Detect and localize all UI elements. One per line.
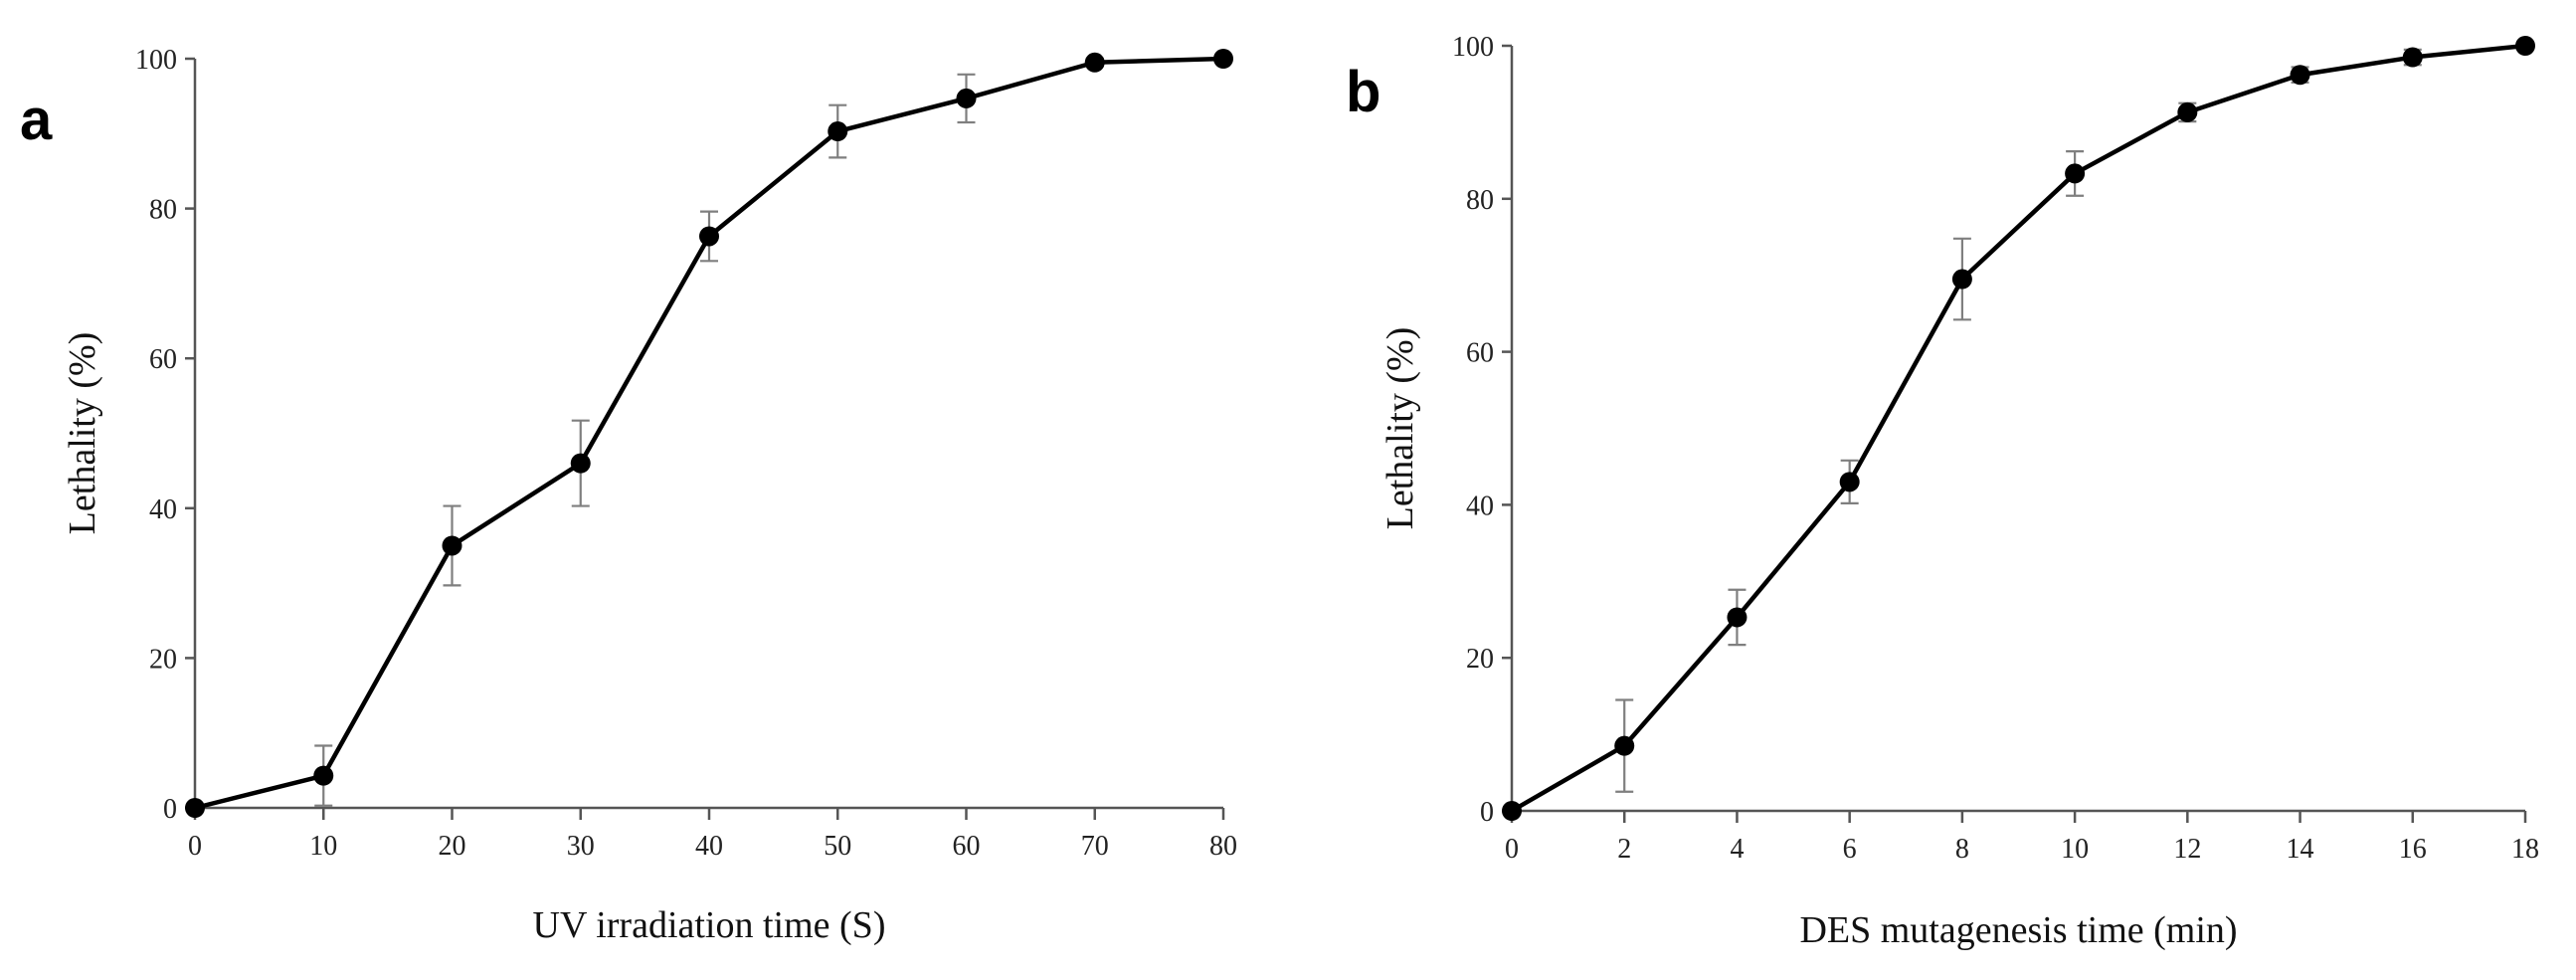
data-point-b bbox=[2065, 163, 2086, 184]
chart-panel-a: a 0 20 40 60 80 100 0 10 20 30 40 50 60 70 80 UV irradi… bbox=[20, 45, 1237, 946]
data-point-b bbox=[2290, 65, 2310, 86]
data-point-b bbox=[1839, 472, 1860, 492]
x-tick-label-a: 0 bbox=[188, 831, 202, 862]
data-point-a bbox=[313, 765, 334, 786]
data-point-b bbox=[2402, 47, 2423, 68]
y-tick-label-a: 20 bbox=[149, 644, 177, 675]
x-tick-label-a: 60 bbox=[953, 831, 981, 862]
y-tick-label-b: 60 bbox=[1466, 338, 1494, 369]
y-axis-title-a: Lethality (%) bbox=[62, 332, 103, 535]
data-point-b bbox=[2177, 101, 2198, 122]
data-point-a bbox=[185, 798, 205, 818]
x-tick-label-a: 10 bbox=[309, 831, 337, 862]
y-tick-label-b: 80 bbox=[1466, 185, 1494, 216]
x-tick-label-b: 6 bbox=[1843, 834, 1857, 865]
data-point-a bbox=[956, 88, 977, 108]
panel-label-a: a bbox=[20, 88, 53, 152]
data-point-b bbox=[1727, 607, 1748, 628]
data-point-a bbox=[828, 121, 848, 142]
data-point-a bbox=[699, 226, 719, 247]
y-tick-label-a: 0 bbox=[163, 794, 177, 825]
x-tick-label-a: 20 bbox=[439, 831, 466, 862]
x-axis-title-b: DES mutagenesis time (min) bbox=[1799, 909, 2237, 951]
x-tick-label-b: 18 bbox=[2511, 834, 2539, 865]
panel-label-b: b bbox=[1346, 60, 1380, 124]
y-tick-label-b: 20 bbox=[1466, 644, 1494, 675]
y-tick-label-a: 60 bbox=[149, 344, 177, 375]
x-tick-label-a: 50 bbox=[824, 831, 851, 862]
x-tick-label-b: 14 bbox=[2287, 834, 2314, 865]
series-line-a bbox=[194, 56, 1224, 811]
x-tick-label-a: 30 bbox=[567, 831, 595, 862]
y-tick-label-b: 40 bbox=[1466, 490, 1494, 521]
y-tick-label-b: 0 bbox=[1480, 797, 1494, 828]
x-tick-label-b: 0 bbox=[1505, 834, 1519, 865]
x-axis-title-a: UV irradiation time (S) bbox=[533, 904, 886, 946]
chart-panel-b: b 0 20 40 60 80 100 0 2 4 6 8 10 12 14 16 18 DES mutagen… bbox=[1346, 32, 2539, 951]
series-line-b bbox=[1510, 43, 2526, 813]
y-tick-label-a: 80 bbox=[149, 195, 177, 226]
x-tick-label-a: 40 bbox=[695, 831, 723, 862]
x-tick-label-b: 8 bbox=[1955, 834, 1969, 865]
data-point-b bbox=[1502, 801, 1522, 821]
data-point-b bbox=[2515, 36, 2535, 56]
y-tick-label-a: 100 bbox=[135, 45, 177, 76]
y-axis-title-b: Lethality (%) bbox=[1380, 327, 1421, 530]
data-point-a bbox=[1084, 52, 1105, 73]
x-tick-label-b: 16 bbox=[2399, 834, 2427, 865]
y-tick-label-b: 100 bbox=[1452, 32, 1494, 63]
x-tick-label-b: 12 bbox=[2173, 834, 2201, 865]
data-point-a bbox=[1213, 49, 1233, 69]
x-tick-label-b: 4 bbox=[1730, 834, 1744, 865]
x-tick-label-b: 10 bbox=[2061, 834, 2089, 865]
y-tick-label-a: 40 bbox=[149, 494, 177, 525]
data-point-a bbox=[442, 535, 462, 556]
data-point-b bbox=[1614, 735, 1635, 756]
x-tick-label-a: 80 bbox=[1209, 831, 1237, 862]
x-tick-label-b: 2 bbox=[1617, 834, 1631, 865]
data-point-b bbox=[1951, 269, 1972, 290]
data-point-a bbox=[570, 453, 591, 474]
x-tick-label-a: 70 bbox=[1081, 831, 1109, 862]
